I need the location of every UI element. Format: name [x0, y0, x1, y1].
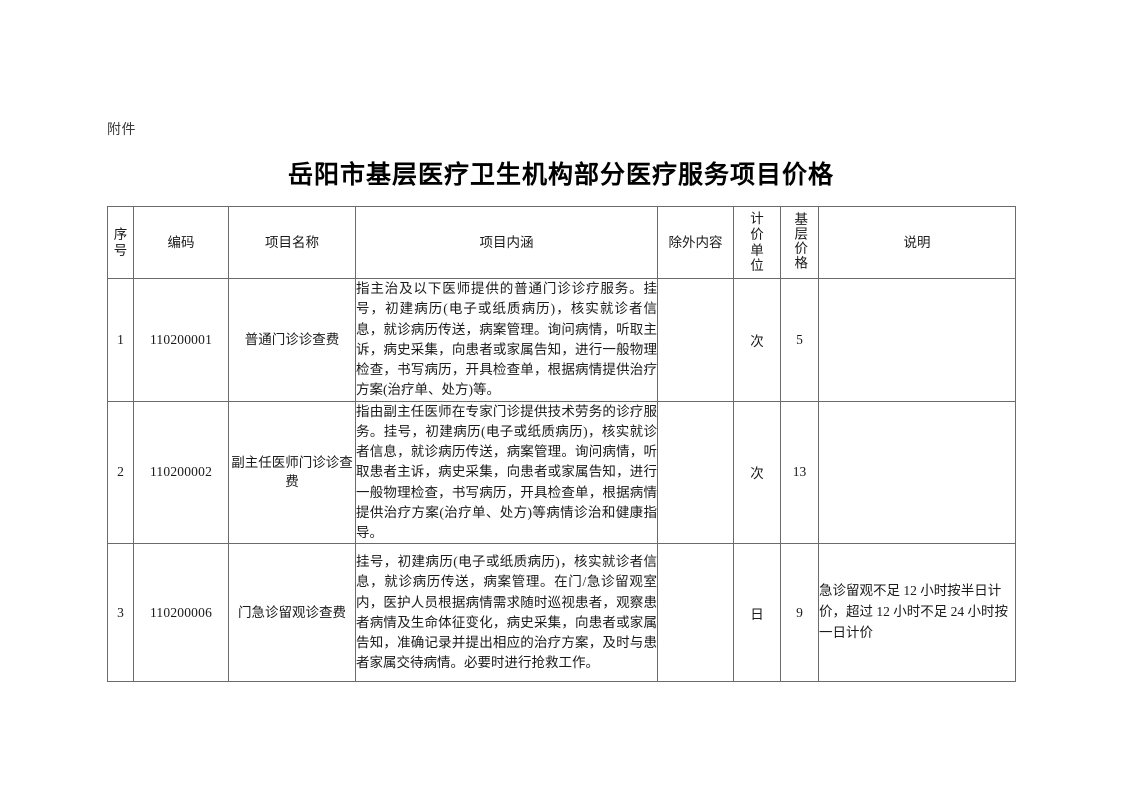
- column-header-unit: 计价单位: [733, 206, 781, 279]
- column-header-price-label: 基层价格: [792, 211, 808, 270]
- column-header-code: 编码: [133, 206, 229, 279]
- column-header-seq-label: 序号: [113, 226, 128, 258]
- cell-seq: 2: [107, 400, 134, 545]
- cell-name: 门急诊留观诊查费: [228, 543, 356, 683]
- cell-code: 110200001: [133, 278, 229, 402]
- column-header-note: 说明: [818, 206, 1016, 279]
- table-header-row: 序号 编码 项目名称 项目内涵 除外内容 计价单位 基层价格 说明: [107, 206, 1016, 279]
- table-header: 序号 编码 项目名称 项目内涵 除外内容 计价单位 基层价格 说明: [107, 206, 1016, 279]
- cell-exclude: [657, 400, 734, 545]
- cell-content: 指由副主任医师在专家门诊提供技术劳务的诊疗服务。挂号，初建病历(电子或纸质病历)…: [355, 400, 658, 545]
- cell-code: 110200006: [133, 543, 229, 683]
- table-row: 2 110200002 副主任医师门诊诊查费 指由副主任医师在专家门诊提供技术劳…: [107, 400, 1016, 545]
- cell-code: 110200002: [133, 400, 229, 545]
- column-header-seq: 序号: [107, 206, 134, 279]
- cell-price: 5: [780, 278, 819, 402]
- cell-content: 挂号，初建病历(电子或纸质病历)，核实就诊者信息，就诊病历传送，病案管理。在门/…: [355, 543, 658, 683]
- cell-unit: 次: [733, 400, 781, 545]
- table-body: 1 110200001 普通门诊诊查费 指主治及以下医师提供的普通门诊诊疗服务。…: [107, 278, 1016, 683]
- column-header-content: 项目内涵: [355, 206, 658, 279]
- cell-note: 急诊留观不足 12 小时按半日计价，超过 12 小时不足 24 小时按一日计价: [818, 543, 1016, 683]
- cell-note: [818, 400, 1016, 545]
- table-row: 3 110200006 门急诊留观诊查费 挂号，初建病历(电子或纸质病历)，核实…: [107, 543, 1016, 683]
- cell-exclude: [657, 543, 734, 683]
- cell-seq: 1: [107, 278, 134, 402]
- cell-price: 9: [780, 543, 819, 683]
- column-header-exclude: 除外内容: [657, 206, 734, 279]
- cell-name: 副主任医师门诊诊查费: [228, 400, 356, 545]
- cell-content: 指主治及以下医师提供的普通门诊诊疗服务。挂号，初建病历(电子或纸质病历)，核实就…: [355, 278, 658, 402]
- cell-note: [818, 278, 1016, 402]
- column-header-price: 基层价格: [780, 206, 819, 279]
- cell-unit: 次: [733, 278, 781, 402]
- cell-price: 13: [780, 400, 819, 545]
- column-header-unit-label: 计价单位: [750, 210, 764, 274]
- medical-service-price-table: 序号 编码 项目名称 项目内涵 除外内容 计价单位 基层价格 说明 1 1102…: [107, 206, 1016, 683]
- cell-seq: 3: [107, 543, 134, 683]
- cell-exclude: [657, 278, 734, 402]
- page-title: 岳阳市基层医疗卫生机构部分医疗服务项目价格: [287, 162, 834, 189]
- column-header-name: 项目名称: [228, 206, 356, 279]
- table-row: 1 110200001 普通门诊诊查费 指主治及以下医师提供的普通门诊诊疗服务。…: [107, 278, 1016, 402]
- attachment-label: 附件: [107, 123, 136, 138]
- cell-unit: 日: [733, 543, 781, 683]
- cell-name: 普通门诊诊查费: [228, 278, 356, 402]
